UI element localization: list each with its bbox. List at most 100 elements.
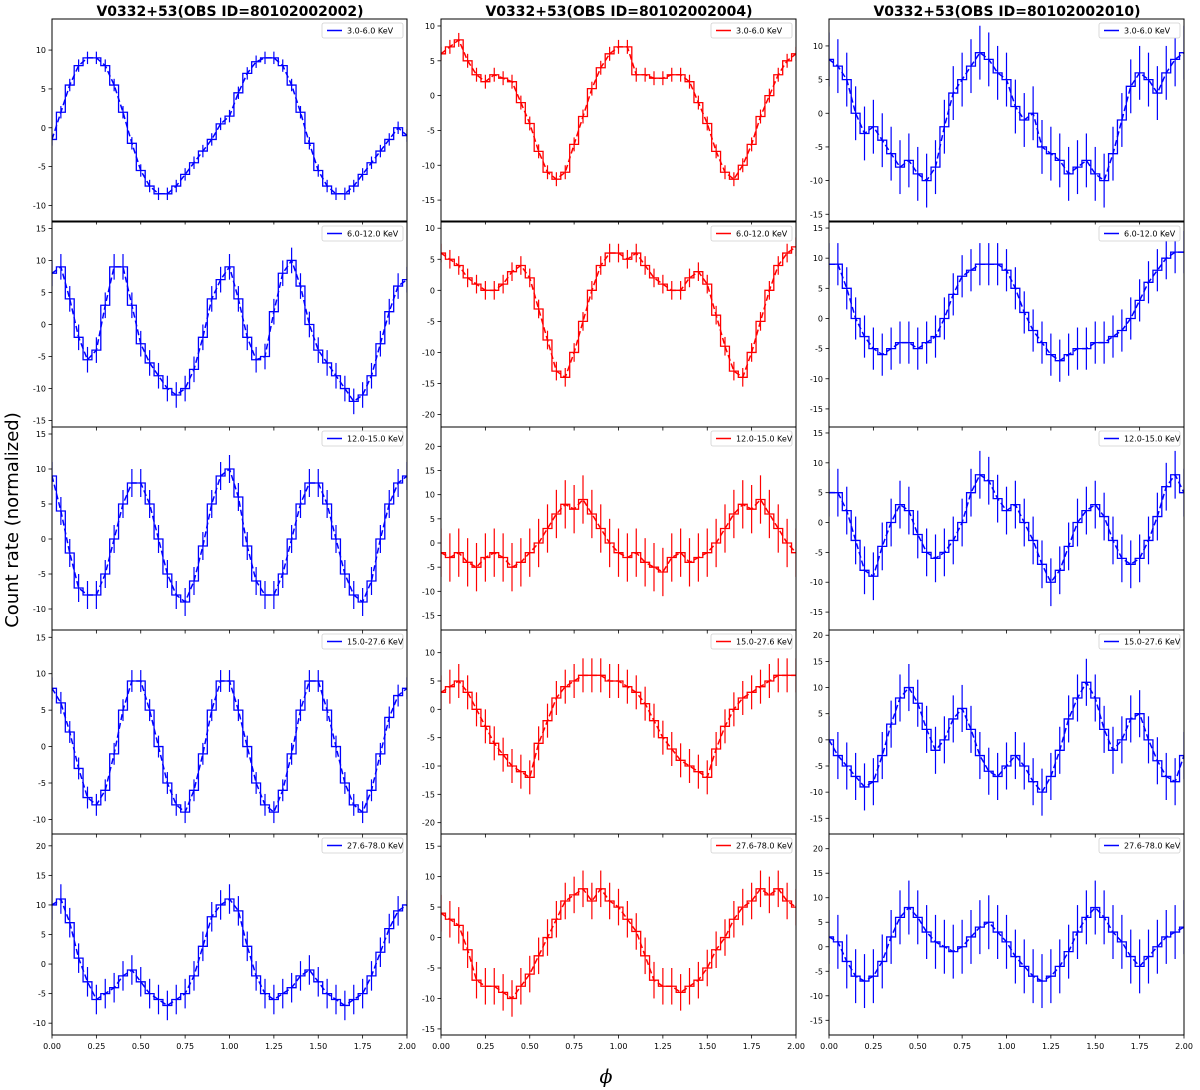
x-tick-label: 1.75 [1131, 1042, 1149, 1051]
legend-box [710, 430, 793, 447]
legend-box [321, 430, 404, 447]
y-tick-label: 5 [818, 489, 823, 498]
panel-data [829, 880, 1184, 1009]
x-tick-label: 0.75 [565, 1042, 583, 1051]
x-tick-label: 2.00 [787, 1042, 805, 1051]
panel-data [52, 51, 407, 201]
panel-2-3: -15 -10 -5 0 5 10 15 20 15.0-27.6 KeV [810, 629, 1185, 838]
panel-2-0: -15 -10 -5 0 5 10 3.0-6.0 KeV [810, 18, 1185, 225]
y-tick-label: -5 [815, 967, 823, 976]
step-histogram [829, 474, 1184, 583]
panel-data [441, 475, 796, 597]
panel-1-2: -15 -10 -5 0 5 10 15 20 12.0-15.0 KeV [422, 426, 797, 634]
y-tick-label: 20 [813, 631, 823, 640]
y-tick-label: 10 [425, 649, 435, 658]
y-axis-label: Count rate (normalized) [2, 412, 23, 628]
x-tick-label: 0.50 [909, 1042, 927, 1051]
legend-label: 15.0-27.6 KeV [736, 638, 793, 647]
panel-data [441, 32, 796, 187]
panel-1-0: -15 -10 -5 0 5 10 3.0-6.0 KeV [422, 18, 797, 225]
y-tick-label: 5 [430, 677, 435, 686]
y-tick-label: -5 [815, 548, 823, 557]
y-tick-label: -15 [810, 1016, 823, 1025]
y-tick-label: -15 [810, 405, 823, 414]
legend-label: 6.0-12.0 KeV [347, 230, 399, 239]
step-histogram [52, 680, 407, 813]
legend-label: 12.0-15.0 KeV [1124, 435, 1181, 444]
legend-label: 15.0-27.6 KeV [347, 638, 404, 647]
x-tick-label: 0.00 [43, 1042, 61, 1051]
legend-label: 27.6-78.0 KeV [347, 842, 404, 851]
y-tick-label: -10 [33, 385, 46, 394]
x-tick-label: 1.75 [743, 1042, 761, 1051]
y-tick-label: -5 [815, 143, 823, 152]
panel-1-4: -15 -10 -5 0 5 10 15 0.00 0.25 0.50 0.75 1.00 1.25 1.… [422, 833, 805, 1051]
y-tick-label: -5 [427, 734, 435, 743]
panel-data [52, 247, 407, 415]
y-tick-label: 10 [813, 684, 823, 693]
y-tick-label: 0 [818, 943, 823, 952]
model-curve [52, 258, 407, 403]
panel-data [829, 658, 1184, 816]
panel-data [441, 237, 796, 387]
y-tick-label: -10 [33, 201, 46, 210]
y-tick-label: -10 [810, 992, 823, 1001]
legend-label: 3.0-6.0 KeV [1124, 27, 1171, 36]
x-tick-label: 0.50 [132, 1042, 150, 1051]
y-tick-label: 5 [41, 500, 46, 509]
legend-label: 27.6-78.0 KeV [1124, 842, 1181, 851]
y-tick-label: 15 [36, 633, 46, 642]
y-tick-label: 0 [818, 736, 823, 745]
panel-data [829, 450, 1184, 607]
y-tick-label: 10 [813, 894, 823, 903]
y-tick-label: 10 [813, 254, 823, 263]
y-tick-label: -15 [422, 790, 435, 799]
y-tick-label: -10 [810, 788, 823, 797]
x-tick-label: 2.00 [398, 1042, 416, 1051]
legend-box [321, 837, 404, 854]
y-tick-label: -15 [422, 1025, 435, 1034]
legend-label: 3.0-6.0 KeV [736, 27, 783, 36]
column-title-obs-004: V0332+53(OBS ID=80102002004) [485, 4, 752, 20]
y-tick-label: 15 [425, 842, 435, 851]
y-tick-label: -20 [422, 819, 435, 828]
x-tick-label: 0.25 [864, 1042, 882, 1051]
y-tick-label: 5 [41, 288, 46, 297]
y-tick-label: -10 [810, 375, 823, 384]
y-tick-label: -20 [422, 411, 435, 420]
y-tick-label: 15 [813, 869, 823, 878]
y-tick-label: 10 [813, 459, 823, 468]
x-tick-label: 1.25 [654, 1042, 672, 1051]
y-tick-label: 15 [36, 871, 46, 880]
legend-box [1098, 22, 1181, 39]
y-tick-label: -5 [38, 990, 46, 999]
y-tick-label: 10 [425, 491, 435, 500]
legend-label: 12.0-15.0 KeV [347, 435, 404, 444]
y-tick-label: 5 [41, 706, 46, 715]
y-tick-label: 5 [818, 284, 823, 293]
y-tick-label: -5 [815, 345, 823, 354]
y-tick-label: -5 [427, 126, 435, 135]
legend-box [321, 22, 404, 39]
y-tick-label: 5 [818, 76, 823, 85]
panel-data [52, 670, 407, 824]
y-tick-label: -5 [427, 964, 435, 973]
x-tick-label: 0.25 [87, 1042, 105, 1051]
y-tick-label: -5 [38, 779, 46, 788]
y-tick-label: -15 [422, 196, 435, 205]
y-tick-label: -5 [427, 317, 435, 326]
y-tick-label: 10 [425, 873, 435, 882]
y-tick-label: 20 [425, 442, 435, 451]
x-tick-label: 0.00 [820, 1042, 838, 1051]
panel-2-1: -15 -10 -5 0 5 10 15 6.0-12.0 KeV [810, 221, 1185, 431]
y-tick-label: 15 [813, 224, 823, 233]
legend-box [321, 225, 404, 242]
y-tick-label: -10 [33, 1019, 46, 1028]
model-curve [441, 498, 796, 573]
y-tick-label: 20 [36, 842, 46, 851]
panel-grid: -10 -5 0 5 10 3.0-6.0 KeV -15 -10 -5 0 5 10 15 6.0-12… [33, 18, 1193, 1051]
column-title-obs-010: V0332+53(OBS ID=80102002010) [873, 4, 1140, 20]
panel-1-1: -20 -15 -10 -5 0 5 10 6.0-12.0 KeV [422, 221, 797, 431]
legend-label: 3.0-6.0 KeV [347, 27, 394, 36]
legend-label: 15.0-27.6 KeV [1124, 638, 1181, 647]
